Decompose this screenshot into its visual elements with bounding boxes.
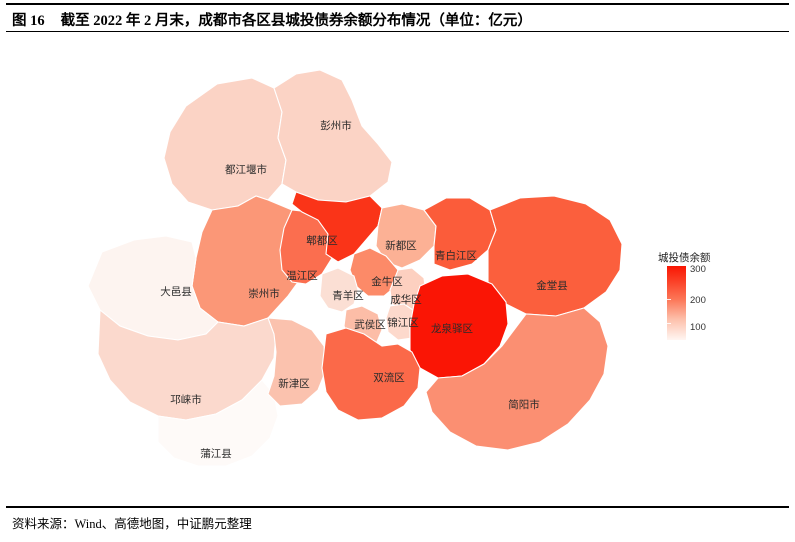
map-label-chenghua: 成华区 — [390, 293, 422, 306]
figure-number: 图 16 — [12, 12, 45, 29]
region-dujiangyan[interactable] — [163, 77, 287, 211]
source-note: 资料来源：Wind、高德地图，中证鹏元整理 — [12, 517, 252, 531]
map-label-qionglai: 邛崃市 — [170, 393, 202, 406]
region-shuangliu[interactable] — [321, 327, 421, 421]
map-label-jinniu: 金牛区 — [371, 275, 403, 288]
map-label-shuangliu: 双流区 — [373, 371, 405, 384]
region-pengzhou[interactable] — [273, 69, 393, 203]
legend-title: 城投债余额 — [658, 252, 711, 264]
map-regions — [87, 69, 623, 467]
legend-tick-100: 100 — [690, 322, 706, 333]
map-label-pengzhou: 彭州市 — [320, 119, 352, 132]
map-label-pujiang: 蒲江县 — [200, 447, 232, 460]
map-label-xinjin: 新津区 — [278, 377, 310, 390]
map-label-dujiangyan: 都江堰市 — [225, 163, 267, 176]
region-pujiang[interactable] — [157, 379, 279, 467]
map-label-jianyang: 简阳市 — [508, 398, 540, 411]
map-label-jinjiang: 锦江区 — [387, 316, 419, 329]
map-label-jintang: 金堂县 — [536, 279, 568, 292]
legend: 城投债余额 300 200 100 — [658, 250, 748, 350]
page-title: 截至 2022 年 2 月末，成都市各区县城投债券余额分布情况（单位：亿元） — [60, 12, 532, 29]
map-svg: 彭州市 都江堰市 崇州市 大邑县 邛崃市 蒲江县 新津区 郫都区 温江区 青羊区… — [87, 69, 623, 467]
map-label-chongzhou: 崇州市 — [248, 287, 280, 300]
map-label-dayi: 大邑县 — [160, 285, 192, 298]
map-label-qingbaijiang: 青白江区 — [435, 249, 477, 262]
map-label-xindu: 新都区 — [385, 239, 417, 252]
source-divider — [6, 506, 789, 508]
region-qionglai[interactable] — [97, 308, 277, 421]
legend-colorbar — [667, 266, 686, 340]
region-qingbaijiang[interactable] — [423, 197, 497, 271]
region-qingyang[interactable] — [319, 267, 359, 313]
map-labels: 彭州市 都江堰市 崇州市 大邑县 邛崃市 蒲江县 新津区 郫都区 温江区 青羊区… — [160, 119, 568, 460]
legend-tick-200: 200 — [690, 295, 706, 306]
region-xindu[interactable] — [375, 203, 437, 269]
map-label-wuhou: 武侯区 — [354, 318, 386, 331]
map-label-longquanyi: 龙泉驿区 — [431, 322, 473, 335]
map-label-pidu: 郫都区 — [306, 234, 338, 247]
legend-tick-300: 300 — [690, 264, 706, 275]
choropleth-map[interactable]: 彭州市 都江堰市 崇州市 大邑县 邛崃市 蒲江县 新津区 郫都区 温江区 青羊区… — [6, 34, 789, 504]
figure-title-bar: 图 16 截至 2022 年 2 月末，成都市各区县城投债券余额分布情况（单位：… — [6, 7, 789, 31]
map-label-qingyang: 青羊区 — [332, 289, 364, 302]
region-jianyang[interactable] — [425, 307, 609, 451]
region-xinjin[interactable] — [267, 317, 327, 407]
map-label-wenjiang: 温江区 — [286, 270, 318, 282]
region-jintang[interactable] — [487, 195, 623, 317]
top-rule — [6, 3, 789, 5]
title-divider — [6, 31, 789, 33]
